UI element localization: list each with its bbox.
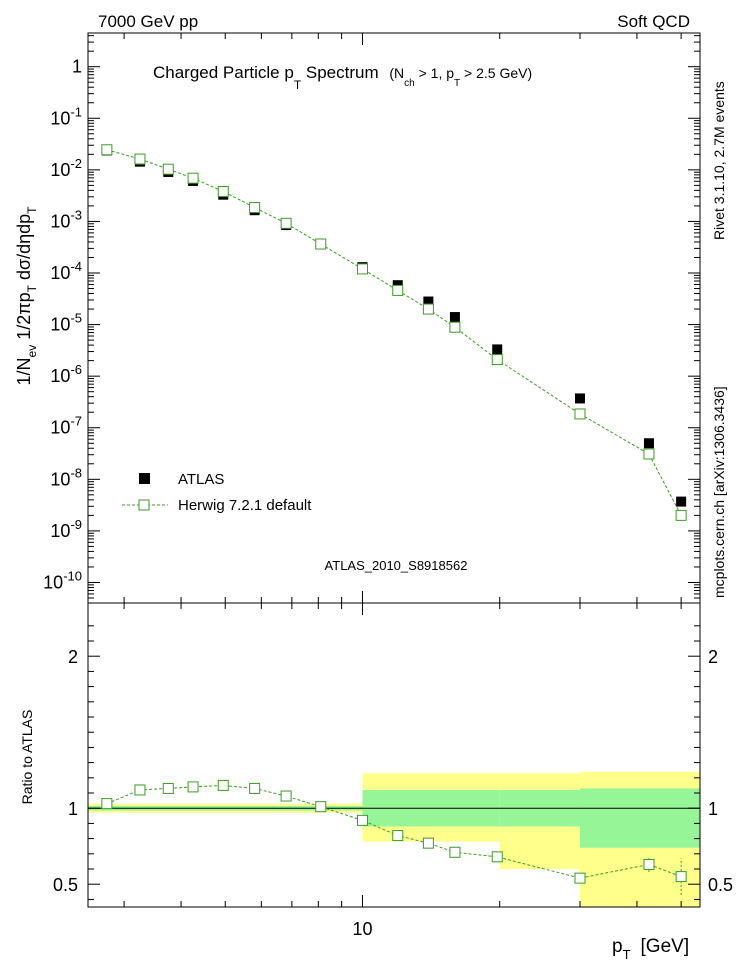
ratio-point [187, 781, 199, 793]
title-main: Charged Particle p [153, 63, 294, 82]
ratio-point [392, 830, 404, 842]
ratio-tick-label-r-2: 2 [708, 647, 718, 667]
band-inner-3 [579, 788, 700, 848]
ratio-tick-label-r-1: 1 [708, 799, 718, 819]
legend-herwig-marker [138, 499, 150, 511]
ratio-point [101, 798, 113, 810]
main-frame [87, 32, 701, 604]
ratio-point [491, 851, 503, 863]
legend-atlas-marker [139, 473, 150, 484]
herwig-point [315, 238, 327, 250]
main-plot: 10-10 10-9 10-8 10-7 10-6 10-5 10-4 10-3 10-2 10-… [43, 32, 701, 604]
herwig-line [106, 149, 682, 516]
rivet-label: Rivet 3.1.10, 2.7M events [711, 81, 727, 240]
legend-herwig-label: Herwig 7.2.1 default [178, 497, 312, 514]
atlas-point [423, 296, 434, 307]
herwig-point [134, 153, 146, 165]
y-tick-label--5: 10-5 [50, 311, 82, 335]
analysis-id: ATLAS_2010_S8918562 [325, 558, 468, 573]
herwig-point [574, 408, 586, 420]
y-tick-label--9: 10-9 [50, 517, 82, 541]
atlas-point [574, 393, 585, 404]
herwig-point [217, 186, 229, 198]
y-tick-label--6: 10-6 [50, 362, 82, 386]
herwig-point [280, 217, 292, 229]
atlas-point [643, 438, 654, 449]
herwig-point [643, 448, 655, 460]
title-cond-mid: > 1, p [415, 65, 455, 81]
x-axis-label: pT [GeV] [612, 936, 689, 962]
ratio-tick-label-l-1: 1 [68, 799, 78, 819]
title-sub: T [294, 78, 302, 92]
ratio-point [449, 846, 461, 858]
y-tick-label--8: 10-8 [50, 465, 82, 489]
ratio-point [574, 872, 586, 884]
ratio-point [134, 784, 146, 796]
ratio-point [356, 814, 368, 826]
herwig-point [392, 284, 404, 296]
atlas-point [676, 496, 687, 507]
atlas-point [449, 312, 460, 323]
ratio-point [249, 782, 261, 794]
header-left: 7000 GeV pp [98, 12, 198, 31]
ratio-point [422, 837, 434, 849]
mcplots-label: mcplots.cern.ch [arXiv:1306.3436] [711, 386, 727, 598]
y-tick-label--4: 10-4 [50, 259, 82, 283]
herwig-point [675, 509, 687, 521]
chart-title: Charged Particle pT Spectrum (Nch > 1, p… [153, 63, 532, 92]
header-right: Soft QCD [617, 12, 690, 31]
ratio-point [217, 779, 229, 791]
title-cond-end: > 2.5 GeV) [460, 65, 532, 81]
ratio-line [106, 784, 682, 879]
herwig-point [187, 172, 199, 184]
ratio-tick-label-l-2: 2 [68, 647, 78, 667]
ratio-tick-label-l-0.5: 0.5 [53, 875, 78, 895]
y-tick-label--1: 10-1 [50, 104, 82, 128]
ratio-plot: 10 0.5 0.5 1 1 2 2 [53, 602, 733, 939]
herwig-point [491, 354, 503, 366]
y-tick-label--7: 10-7 [50, 414, 82, 438]
title-tail: Spectrum [301, 63, 378, 82]
x-tick-label-10: 10 [352, 919, 372, 939]
ratio-y-label: Ratio to ATLAS [19, 710, 35, 805]
herwig-point [101, 144, 113, 156]
ratio-tick-label-r-0.5: 0.5 [708, 875, 733, 895]
title-cond: (N [389, 65, 404, 81]
y-tick-label--10: 10-10 [43, 568, 82, 592]
legend: ATLAS Herwig 7.2.1 default [122, 471, 312, 514]
ratio-point [315, 801, 327, 813]
legend-atlas-label: ATLAS [178, 471, 224, 488]
title-cond-sub2: T [454, 78, 460, 89]
herwig-point [449, 321, 461, 333]
y-axis-label: 1/Nev 1/2πpT dσ/dηdpT [14, 206, 39, 386]
ratio-frame [87, 602, 701, 908]
herwig-point [422, 303, 434, 315]
ratio-point [643, 858, 655, 870]
ratio-point [280, 790, 292, 802]
y-tick-label--2: 10-2 [50, 156, 82, 180]
atlas-point [492, 344, 503, 355]
ratio-point [162, 782, 174, 794]
y-tick-label-0: 1 [72, 57, 82, 77]
herwig-point [356, 263, 368, 275]
y-tick-label--3: 10-3 [50, 207, 82, 231]
ratio-point [675, 871, 687, 883]
title-cond-sub1: ch [404, 78, 415, 89]
herwig-point [162, 163, 174, 175]
herwig-point [249, 202, 261, 214]
